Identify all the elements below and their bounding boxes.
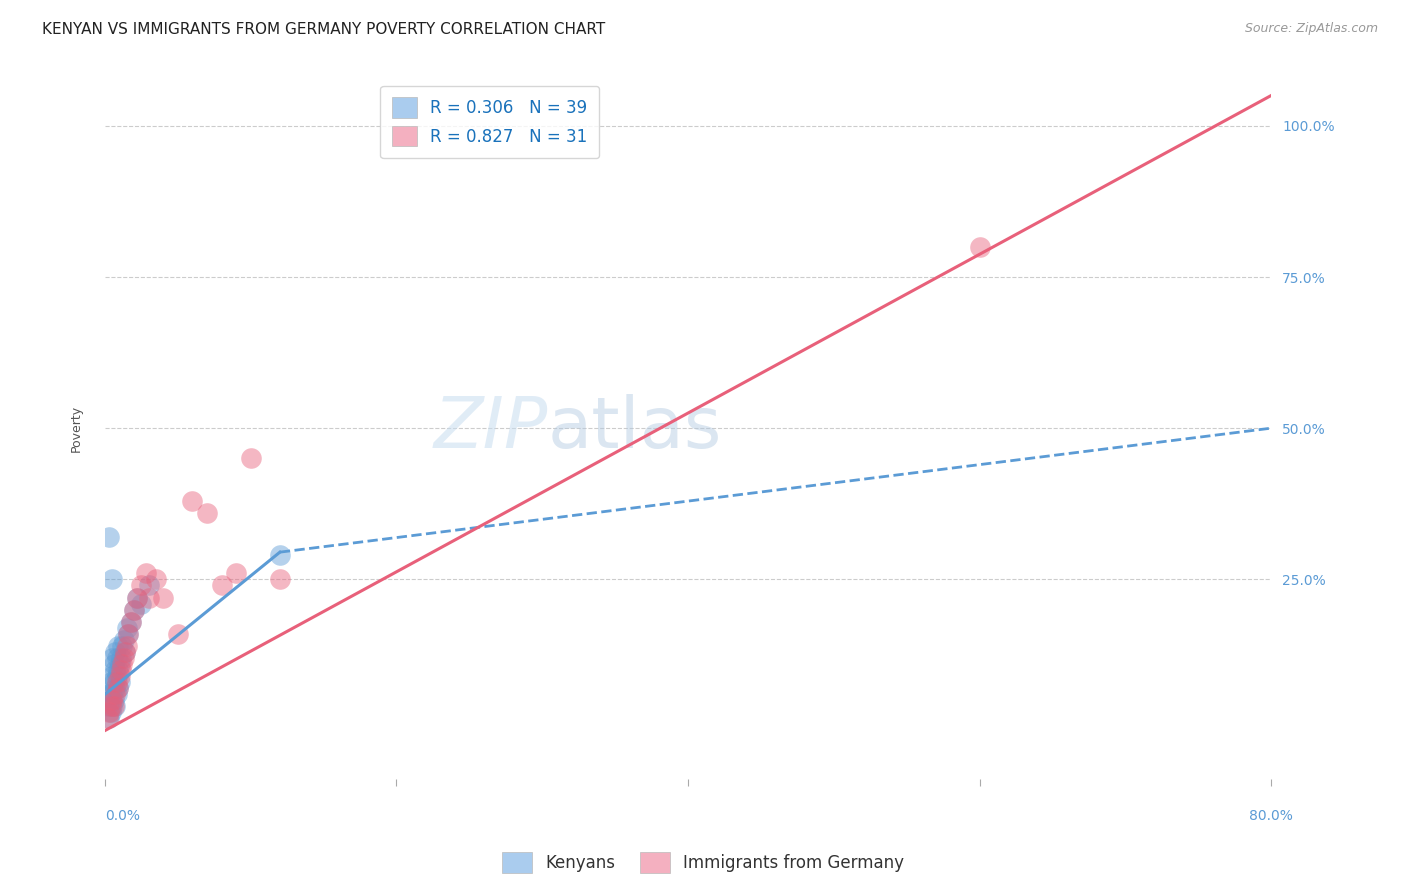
Point	[122, 602, 145, 616]
Point	[112, 632, 135, 647]
Point	[211, 578, 233, 592]
Point	[107, 681, 129, 696]
Point	[103, 693, 125, 707]
Point	[195, 506, 218, 520]
Point	[239, 451, 262, 466]
Point	[107, 681, 129, 696]
Point	[97, 711, 120, 725]
Text: 80.0%: 80.0%	[1249, 809, 1294, 823]
Point	[166, 627, 188, 641]
Point	[100, 693, 122, 707]
Point	[103, 699, 125, 714]
Point	[269, 548, 291, 562]
Point	[120, 615, 142, 629]
Legend: Kenyans, Immigrants from Germany: Kenyans, Immigrants from Germany	[495, 846, 911, 880]
Point	[125, 591, 148, 605]
Point	[105, 687, 128, 701]
Point	[100, 706, 122, 720]
Point	[105, 651, 128, 665]
Text: Source: ZipAtlas.com: Source: ZipAtlas.com	[1244, 22, 1378, 36]
Point	[100, 699, 122, 714]
Point	[101, 699, 124, 714]
Point	[122, 602, 145, 616]
Point	[110, 651, 132, 665]
Point	[98, 711, 121, 725]
Point	[107, 663, 129, 677]
Legend: R = 0.306   N = 39, R = 0.827   N = 31: R = 0.306 N = 39, R = 0.827 N = 31	[380, 86, 599, 158]
Point	[115, 639, 138, 653]
Point	[145, 573, 167, 587]
Point	[97, 699, 120, 714]
Point	[105, 675, 128, 690]
Point	[114, 645, 136, 659]
Point	[108, 657, 131, 671]
Point	[105, 669, 128, 683]
Point	[107, 639, 129, 653]
Point	[104, 663, 127, 677]
Point	[131, 578, 153, 592]
Point	[101, 669, 124, 683]
Point	[104, 699, 127, 714]
Point	[108, 669, 131, 683]
Point	[138, 591, 160, 605]
Point	[111, 657, 134, 671]
Text: KENYAN VS IMMIGRANTS FROM GERMANY POVERTY CORRELATION CHART: KENYAN VS IMMIGRANTS FROM GERMANY POVERT…	[42, 22, 606, 37]
Text: atlas: atlas	[548, 393, 723, 463]
Point	[135, 566, 157, 581]
Point	[98, 687, 121, 701]
Point	[125, 591, 148, 605]
Point	[120, 615, 142, 629]
Point	[108, 675, 131, 690]
Text: Poverty: Poverty	[69, 405, 83, 451]
Point	[225, 566, 247, 581]
Text: ZIP: ZIP	[433, 393, 548, 463]
Point	[138, 578, 160, 592]
Point	[117, 627, 139, 641]
Point	[112, 651, 135, 665]
Point	[101, 573, 124, 587]
Point	[101, 693, 124, 707]
Point	[152, 591, 174, 605]
Point	[114, 645, 136, 659]
Point	[115, 621, 138, 635]
Point	[98, 530, 121, 544]
Point	[98, 706, 121, 720]
Point	[104, 645, 127, 659]
Point	[104, 687, 127, 701]
Point	[269, 573, 291, 587]
Point	[100, 675, 122, 690]
Point	[101, 651, 124, 665]
Point	[181, 493, 204, 508]
Point	[103, 657, 125, 671]
Point	[131, 597, 153, 611]
Point	[969, 240, 991, 254]
Point	[101, 687, 124, 701]
Point	[117, 627, 139, 641]
Point	[104, 681, 127, 696]
Point	[111, 639, 134, 653]
Point	[110, 663, 132, 677]
Point	[103, 675, 125, 690]
Text: 0.0%: 0.0%	[105, 809, 141, 823]
